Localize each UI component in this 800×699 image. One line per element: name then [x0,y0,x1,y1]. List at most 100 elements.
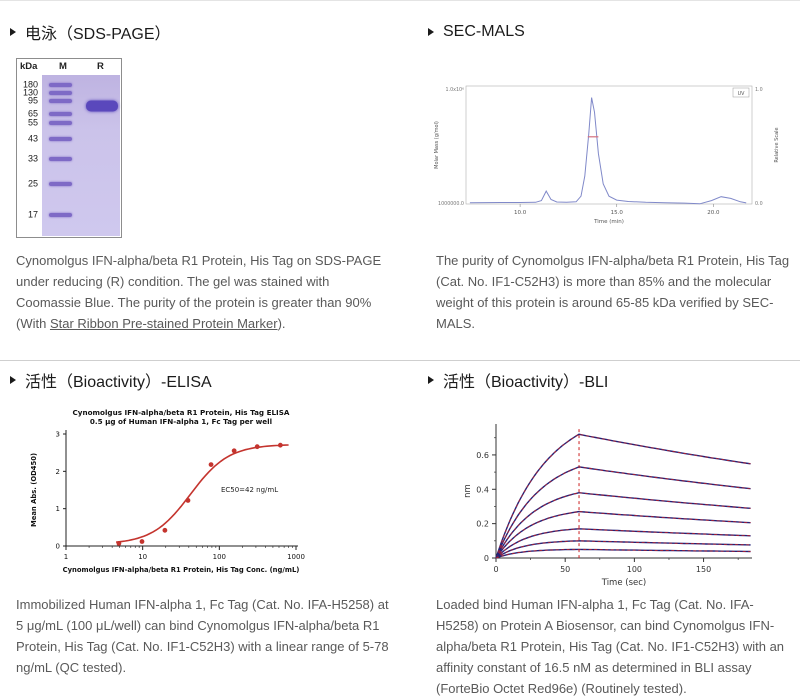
data-point [254,444,260,450]
gel-lane-m-label: M [59,61,67,72]
x-axis-label: Time (sec) [601,578,646,588]
x-tick-label: 100 [627,565,642,574]
y-tick-label: 0 [56,543,60,551]
data-point [277,442,283,448]
data-point [139,539,145,544]
gel-marker-label: 17 [27,209,38,220]
elisa-chart: Cynomolgus IFN-alpha/beta R1 Protein, Hi… [30,408,305,574]
sds-page-heading: 电泳（SDS-PAGE） [10,20,396,44]
y-tick-label: 0.4 [476,485,489,494]
sds-page-title: 电泳（SDS-PAGE） [25,26,171,43]
x-tick-label: 0 [493,565,498,574]
bli-data-trace [495,528,751,559]
x-tick-label: 150 [696,565,711,574]
caption-text-after: ). [277,316,286,331]
sec-mals-caption: The purity of Cynomolgus IFN-alpha/beta … [436,253,790,331]
gel-marker-column: 180 130 95 65 55 43 33 25 17 [17,75,41,236]
bli-fit-trace [495,433,751,559]
gel-lane-r-label: R [97,61,104,72]
data-point [162,527,168,533]
gel-marker-band [49,213,72,218]
gel-marker-label: 180 [22,79,38,90]
chart-title: Cynomolgus IFN-alpha/beta R1 Protein, Hi… [73,408,290,417]
y-axis-label: Mean Abs. (OD450) [30,453,38,527]
x-tick-label: 20.0 [707,210,720,216]
gel-marker-label: 43 [27,133,38,144]
chart-subtitle: 0.5 μg of Human IFN-alpha 1, Fc Tag per … [90,417,272,426]
fit-curve [115,444,289,543]
y-right-axis-label: Relative Scale [774,127,780,162]
gel-marker-band [49,82,72,87]
bli-fit-trace [495,540,751,559]
y-left-axis-label: Molar Mass (g/mol) [434,121,440,169]
gel-marker-band [49,98,72,103]
sec-mals-heading: SEC-MALS [428,20,794,44]
section-bli: 活性（Bioactivity）-BLI 0 0.2 0.4 0.6 0 50 100 150 T… [428,368,794,699]
sec-mals-title: SEC-MALS [443,23,525,40]
data-point [208,462,214,468]
y-tick-label: 0.6 [476,451,489,460]
bli-title: 活性（Bioactivity）-BLI [443,374,609,391]
bli-fit-trace [495,549,751,559]
y-tick-label: 0.2 [476,520,489,529]
gel-kda-label: kDa [20,61,38,72]
gel-lane-m [47,75,74,236]
bli-data-trace [495,491,751,559]
data-point [231,448,237,454]
bli-fit-trace [495,466,751,559]
bli-heading: 活性（Bioactivity）-BLI [428,368,794,392]
bli-fit-trace [495,528,751,559]
protein-marker-link[interactable]: Star Ribbon Pre-stained Protein Marker [49,316,278,331]
x-tick-label: 1 [64,553,68,561]
gel-body [42,75,120,236]
gel-marker-label: 25 [27,178,38,189]
top-rule [0,0,800,1]
gel-marker-band [49,156,72,161]
triangle-bullet-icon [10,376,16,384]
y-tick-label: 0 [484,554,489,563]
sds-page-caption: Cynomolgus IFN-alpha/beta R1 Protein, Hi… [16,250,390,334]
gel-marker-band [49,137,72,142]
legend-box [732,87,750,98]
ec50-annotation: EC50=42 ng/mL [221,486,278,494]
x-tick-label: 50 [560,565,570,574]
triangle-bullet-icon [428,28,434,36]
bli-fit-trace [495,492,751,559]
gel-marker-band [49,182,72,187]
gel-marker-band [49,121,72,126]
gel-lane-r [85,75,119,236]
bli-caption: Loaded bind Human IFN-alpha 1, Fc Tag (C… [436,597,785,696]
bli-chart: 0 0.2 0.4 0.6 0 50 100 150 Time (sec) nm [463,424,752,588]
data-point [185,498,191,503]
elisa-heading: 活性（Bioactivity）-ELISA [10,368,402,392]
legend-label: UV [738,91,746,97]
elisa-caption: Immobilized Human IFN-alpha 1, Fc Tag (C… [16,597,389,675]
x-tick-label: 10 [138,553,147,561]
section-elisa: 活性（Bioactivity）-ELISA Cynomolgus IFN-alp… [10,368,402,678]
x-axis-label: Cynomolgus IFN-alpha/beta R1 Protein, Hi… [63,566,300,574]
gel-marker-label: 130 [22,87,38,98]
y-right-tick-label: 1.0 [755,87,763,93]
gel-sample-band [86,100,118,112]
x-axis-label: Time (min) [593,219,624,225]
bli-fit-trace [495,511,751,559]
x-tick-label: 1000 [287,553,305,561]
y-tick-label: 1 [56,505,60,513]
y-right-tick-label: 0.0 [755,201,763,207]
gel-marker-label: 95 [27,95,38,106]
x-tick-label: 15.0 [611,210,624,216]
triangle-bullet-icon [10,28,16,36]
x-tick-label: 100 [213,553,226,561]
uv-trace [469,97,747,205]
caption-text-before: Cynomolgus IFN-alpha/beta R1 Protein, Hi… [16,253,382,331]
elisa-title: 活性（Bioactivity）-ELISA [25,374,212,391]
y-left-tick-label: 1.0x10⁶ [446,87,465,93]
section-sec-mals: SEC-MALS 10.0 15.0 20.0 Time (min) Molar Mas… [428,20,794,334]
y-tick-label: 3 [56,431,60,439]
gel-marker-label: 33 [27,153,38,164]
sds-page-gel-image: kDa M R 180 130 95 65 55 43 33 25 17 [16,58,122,238]
sec-mals-chart: 10.0 15.0 20.0 Time (min) Molar Mass (g/mol)… [434,85,780,225]
y-tick-label: 2 [56,468,60,476]
y-left-tick-label: 1000000.0 [438,201,464,207]
gel-marker-label: 55 [27,117,38,128]
